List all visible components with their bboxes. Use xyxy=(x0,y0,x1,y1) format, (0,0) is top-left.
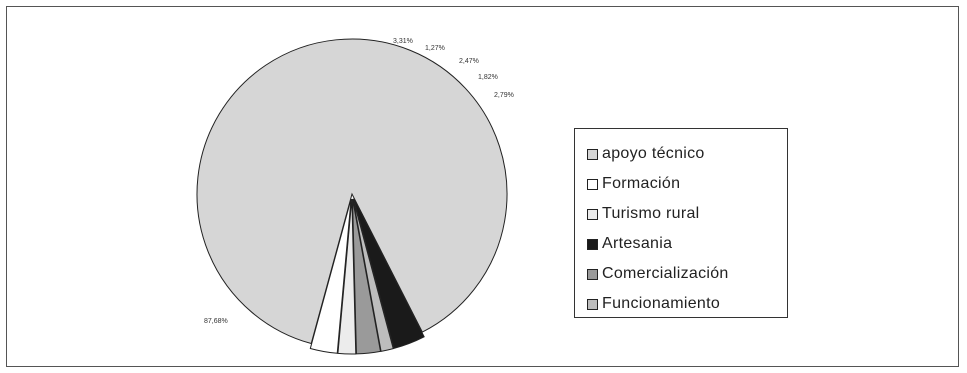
pie-slices xyxy=(196,38,508,355)
data-label-0: 87,68% xyxy=(204,318,228,325)
legend-label: Artesania xyxy=(602,235,673,252)
pie-slice-4 xyxy=(352,198,382,355)
pie-slice-0 xyxy=(196,38,508,345)
data-label-1: 2,79% xyxy=(494,92,514,99)
legend-swatch xyxy=(587,148,598,160)
legend-swatch xyxy=(587,208,598,220)
legend-label: apoyo técnico xyxy=(602,145,705,162)
legend-item-artesania: Artesania xyxy=(587,229,787,259)
pie-slice-5 xyxy=(352,198,394,352)
pie-slice-1 xyxy=(309,198,352,354)
legend-item-apoyo-tecnico: apoyo técnico xyxy=(587,139,787,169)
pie-slice-3 xyxy=(353,198,425,349)
legend-item-turismo-rural: Turismo rural xyxy=(587,199,787,229)
legend-label: Comercialización xyxy=(602,265,729,282)
legend-item-funcionamiento: Funcionamiento xyxy=(587,289,787,319)
legend-swatch xyxy=(587,298,598,310)
pie-data-labels: 87,68% 2,79% 1,82% 3,31% 2,47% 1,27% xyxy=(204,38,514,325)
legend-label: Funcionamiento xyxy=(602,295,721,312)
chart-legend: apoyo técnico Formación Turismo rural Ar… xyxy=(574,128,788,318)
legend-swatch xyxy=(587,178,598,190)
legend-swatch xyxy=(587,268,598,280)
legend-label: Formación xyxy=(602,175,681,192)
pie-slice-2 xyxy=(337,198,357,355)
data-label-5: 1,27% xyxy=(425,45,445,52)
legend-swatch xyxy=(587,238,598,250)
data-label-2: 1,82% xyxy=(478,74,498,81)
legend-label: Turismo rural xyxy=(602,205,700,222)
legend-item-formacion: Formación xyxy=(587,169,787,199)
legend-item-comercializacion: Comercialización xyxy=(587,259,787,289)
data-label-4: 2,47% xyxy=(459,58,479,65)
data-label-3: 3,31% xyxy=(393,38,413,45)
